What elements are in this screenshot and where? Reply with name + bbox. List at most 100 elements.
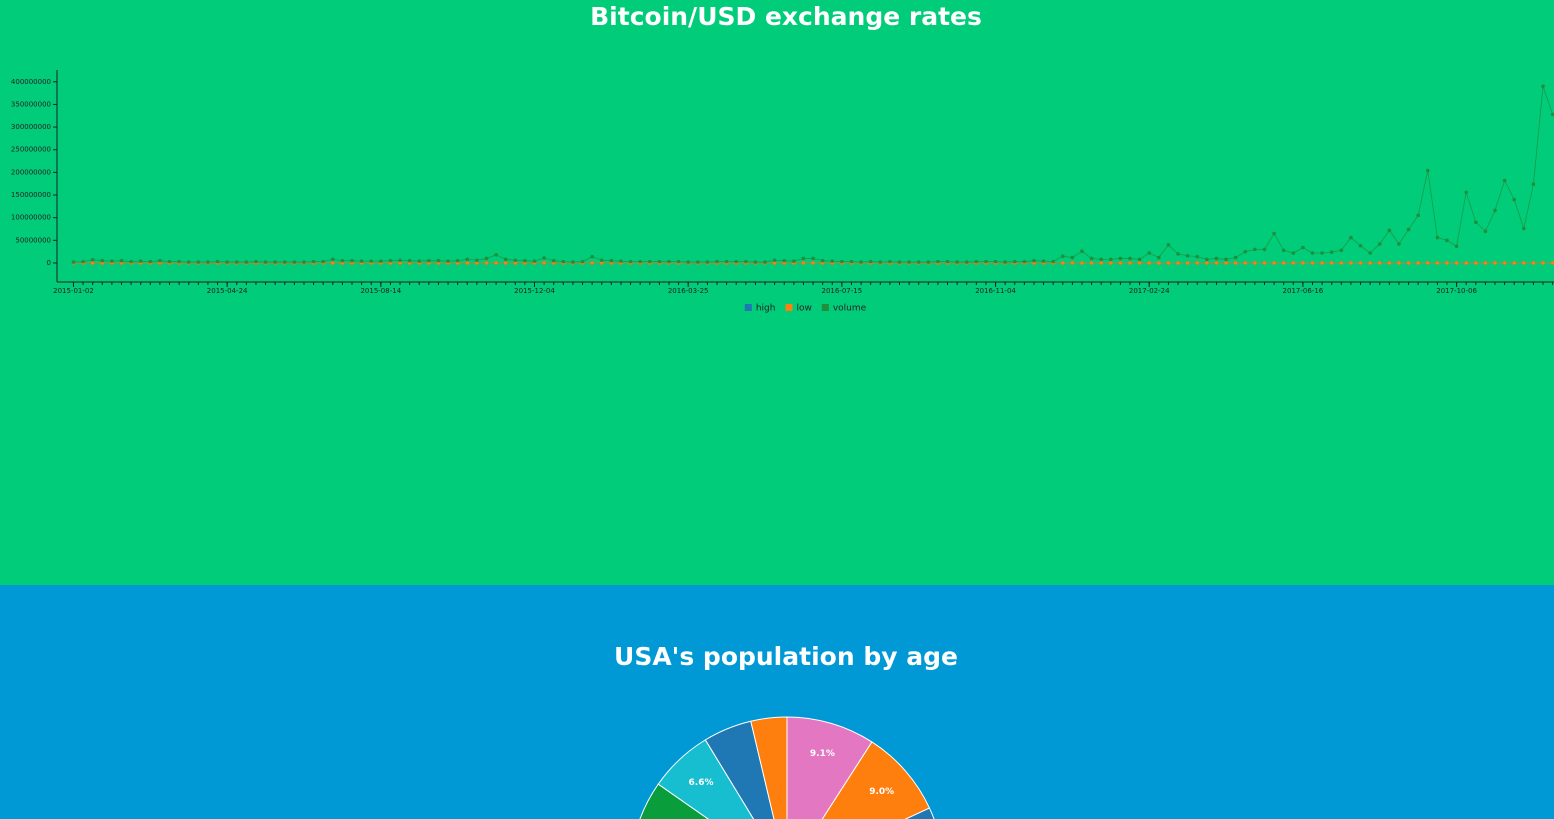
pie-slice xyxy=(786,716,873,819)
data-point xyxy=(686,260,690,264)
data-point xyxy=(619,259,623,263)
data-point xyxy=(1397,261,1401,265)
data-point xyxy=(1176,261,1180,265)
data-point xyxy=(475,261,479,265)
data-point xyxy=(1233,261,1238,265)
data-point xyxy=(494,253,498,257)
data-point xyxy=(110,259,114,263)
x-tick-label: 2017-06-16 xyxy=(1283,287,1324,295)
data-point xyxy=(1272,261,1276,265)
data-point xyxy=(1060,261,1065,265)
x-tick-label: 2015-01-02 xyxy=(53,287,94,295)
data-point xyxy=(1310,251,1315,255)
data-point xyxy=(1224,257,1228,262)
data-point xyxy=(1089,256,1094,261)
data-point xyxy=(590,254,594,259)
data-point xyxy=(167,259,172,264)
x-tick-label: 2015-04-24 xyxy=(207,287,248,295)
data-point xyxy=(379,259,383,263)
data-point xyxy=(1080,249,1084,253)
data-point xyxy=(772,261,777,265)
data-point xyxy=(311,259,316,264)
data-point xyxy=(705,260,710,264)
data-point xyxy=(1550,112,1554,117)
data-point xyxy=(1166,243,1171,247)
data-point xyxy=(955,260,959,264)
data-point xyxy=(1281,248,1286,253)
data-point xyxy=(513,261,518,265)
data-point xyxy=(1512,261,1517,265)
x-tick-label: 2015-12-04 xyxy=(514,287,555,295)
data-point xyxy=(859,260,863,264)
data-point xyxy=(330,257,335,262)
data-point xyxy=(638,259,642,264)
data-point xyxy=(1358,243,1363,248)
y-tick-label: 350000000 xyxy=(11,100,51,108)
pie-slice xyxy=(750,716,788,819)
data-point xyxy=(907,260,911,264)
data-point xyxy=(1368,261,1372,265)
data-point xyxy=(1205,257,1209,262)
data-point xyxy=(1368,251,1372,255)
data-point xyxy=(398,261,402,265)
data-point xyxy=(1541,84,1545,89)
data-point xyxy=(427,258,431,263)
data-point xyxy=(206,260,210,264)
data-point xyxy=(1339,248,1344,253)
data-point xyxy=(542,256,546,260)
data-point xyxy=(1464,190,1468,195)
data-point xyxy=(1080,261,1084,265)
data-point xyxy=(1512,197,1517,202)
x-tick-label: 2016-11-04 xyxy=(975,287,1016,295)
data-point xyxy=(1502,178,1507,183)
data-point xyxy=(1070,255,1075,260)
pie-slice xyxy=(821,741,931,819)
chart-title: USA's population by age xyxy=(614,642,958,671)
data-point xyxy=(1205,261,1209,265)
data-point xyxy=(1137,261,1142,265)
data-point xyxy=(974,259,979,264)
data-point xyxy=(407,258,412,263)
data-point xyxy=(897,260,902,264)
data-point xyxy=(292,260,297,264)
data-point xyxy=(503,261,508,265)
y-tick-label: 300000000 xyxy=(11,123,51,131)
data-point xyxy=(1550,261,1554,265)
data-point xyxy=(1464,261,1468,265)
data-point xyxy=(945,259,950,264)
data-point xyxy=(551,258,556,263)
data-point xyxy=(1291,261,1296,265)
data-point xyxy=(1262,261,1267,265)
data-point xyxy=(1128,261,1132,265)
data-point xyxy=(1166,261,1171,265)
data-point xyxy=(1195,254,1200,259)
data-point xyxy=(1483,229,1488,234)
data-point xyxy=(782,258,787,263)
data-point xyxy=(590,261,594,265)
data-point xyxy=(1387,228,1392,233)
data-point xyxy=(1339,261,1344,265)
data-point xyxy=(676,259,681,264)
data-point xyxy=(1358,261,1363,265)
data-point xyxy=(580,259,585,264)
data-point xyxy=(282,260,287,264)
data-point xyxy=(1522,226,1526,231)
x-tick-label: 2017-02-24 xyxy=(1129,287,1170,295)
data-point xyxy=(820,258,825,263)
data-point xyxy=(1051,259,1055,264)
data-point xyxy=(225,260,229,264)
data-point xyxy=(888,259,892,264)
x-tick-label: 2016-07-15 xyxy=(822,287,863,295)
data-point xyxy=(532,259,537,263)
data-point xyxy=(667,259,671,264)
data-point xyxy=(811,256,815,261)
data-point xyxy=(1493,261,1497,265)
legend-label: volume xyxy=(833,304,867,314)
data-point xyxy=(1253,247,1257,252)
data-point xyxy=(830,259,835,263)
data-point xyxy=(1493,208,1497,213)
data-point xyxy=(1272,231,1276,236)
legend: high low volume xyxy=(744,304,867,314)
data-point xyxy=(715,259,719,264)
data-point xyxy=(1253,261,1257,265)
